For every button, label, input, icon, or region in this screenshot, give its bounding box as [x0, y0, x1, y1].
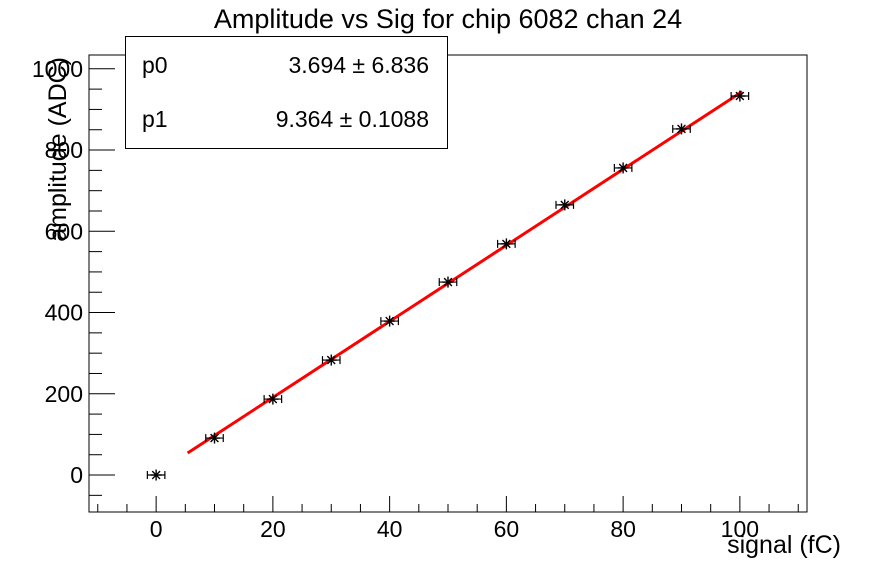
y-tick-label: 600	[45, 218, 83, 244]
data-point	[205, 432, 224, 444]
y-tick-label: 400	[45, 300, 83, 326]
y-axis: 0 200 400 600 800 1000	[32, 56, 115, 496]
data-point	[263, 393, 283, 405]
stat-param-name: p0	[142, 52, 168, 79]
data-point	[380, 315, 399, 327]
fit-line	[186, 90, 744, 455]
y-tick-label: 200	[45, 381, 83, 407]
y-tick-label: 1000	[32, 56, 83, 82]
fit-stats-box: p0 3.694 ± 6.836 p1 9.364 ± 0.1088	[125, 36, 448, 149]
x-axis: 0 20 40 60 80 100	[97, 496, 799, 542]
x-tick-label: 80	[610, 516, 636, 542]
y-tick-label: 0	[70, 462, 83, 488]
x-tick-label: 100	[721, 516, 759, 542]
x-axis-title: signal (fC)	[727, 531, 841, 559]
stat-param-value: 9.364 ± 0.1088	[275, 105, 429, 132]
data-point	[613, 162, 633, 174]
y-tick-label: 800	[45, 137, 83, 163]
data-point	[672, 123, 691, 135]
data-point	[730, 90, 750, 102]
data-point	[497, 238, 516, 250]
data-point	[146, 469, 166, 481]
data-point	[438, 276, 458, 288]
stat-row-p1: p1 9.364 ± 0.1088	[142, 106, 429, 133]
x-tick-label: 60	[494, 516, 520, 542]
stat-param-value: 3.694 ± 6.836	[288, 52, 429, 79]
stat-row-p0: p0 3.694 ± 6.836	[142, 52, 429, 79]
data-points	[146, 90, 750, 481]
data-point	[555, 199, 575, 211]
x-tick-label: 20	[260, 516, 286, 542]
x-tick-label: 0	[150, 516, 163, 542]
x-tick-label: 40	[377, 516, 403, 542]
plot-title: Amplitude vs Sig for chip 6082 chan 24	[213, 4, 683, 34]
y-axis-title: amplitude (ADC)	[44, 57, 72, 242]
stat-param-name: p1	[142, 105, 168, 132]
data-point	[321, 354, 341, 366]
